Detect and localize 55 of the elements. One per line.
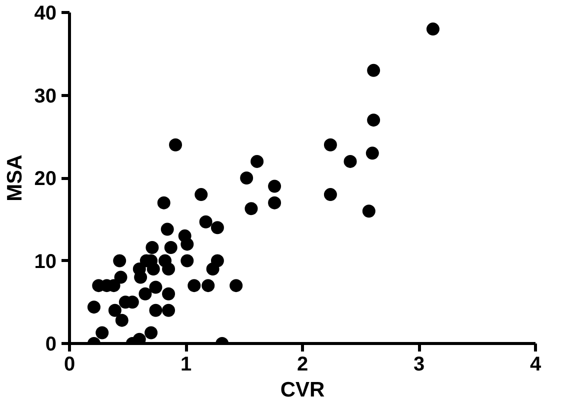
- point: [210, 254, 224, 268]
- x-tick-label: 1: [180, 354, 192, 376]
- point: [366, 146, 379, 160]
- point: [162, 304, 176, 317]
- point: [144, 326, 158, 340]
- point: [149, 304, 162, 317]
- point: [367, 114, 380, 127]
- y-tick-label: 20: [34, 168, 57, 190]
- point: [230, 279, 243, 292]
- point: [164, 241, 178, 254]
- point: [362, 204, 376, 218]
- y-tick-label: 10: [34, 250, 57, 273]
- point: [146, 241, 159, 254]
- x-tick-label: 2: [296, 354, 308, 376]
- point: [160, 222, 174, 236]
- point: [113, 254, 126, 268]
- point: [240, 172, 254, 184]
- y-tick-label: 30: [34, 85, 57, 108]
- point: [426, 22, 440, 36]
- point: [324, 138, 337, 152]
- point: [324, 188, 337, 202]
- point: [244, 202, 258, 216]
- point: [146, 262, 160, 276]
- point: [199, 215, 212, 228]
- point: [194, 188, 208, 202]
- point: [344, 154, 357, 168]
- x-tick-label: 0: [64, 354, 76, 376]
- point: [268, 196, 282, 210]
- point: [115, 314, 128, 327]
- x-axis-title: CVR: [280, 378, 325, 402]
- point: [149, 280, 162, 294]
- point: [162, 287, 176, 300]
- point: [157, 196, 170, 210]
- point: [202, 279, 215, 292]
- point: [268, 180, 282, 193]
- y-tick-label: 40: [34, 2, 57, 24]
- y-axis-title: MSA: [3, 154, 26, 202]
- point: [162, 262, 176, 276]
- point: [250, 154, 264, 168]
- y-tick-label: 0: [45, 334, 56, 356]
- point: [180, 238, 194, 251]
- point: [134, 270, 148, 284]
- x-tick-label: 4: [530, 354, 542, 376]
- point: [87, 300, 100, 314]
- point: [138, 287, 152, 300]
- point: [114, 270, 128, 284]
- point: [210, 221, 224, 234]
- point: [169, 138, 182, 152]
- point: [96, 326, 109, 340]
- point: [108, 304, 122, 317]
- point: [180, 254, 194, 268]
- point: [188, 279, 201, 292]
- x-tick-label: 3: [413, 354, 425, 376]
- point: [132, 332, 146, 344]
- point: [367, 64, 380, 77]
